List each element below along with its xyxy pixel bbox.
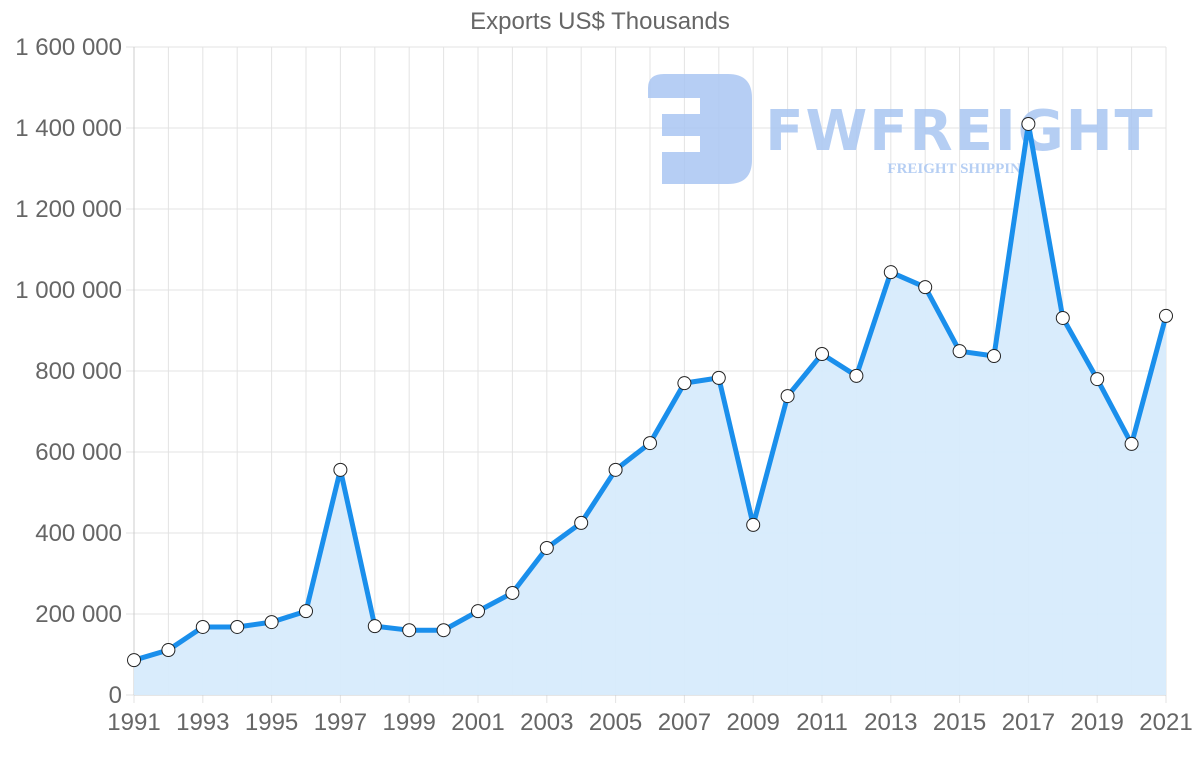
data-point-marker[interactable]	[333, 462, 348, 477]
x-tick-label: 1997	[314, 709, 367, 736]
data-point-marker[interactable]	[505, 585, 520, 600]
area-fill	[134, 124, 1166, 695]
x-tick-label: 2021	[1139, 709, 1192, 736]
data-point-marker[interactable]	[780, 389, 795, 404]
watermark-tagline: FREIGHT SHIPPING	[887, 161, 1032, 177]
x-axis-labels: 1991 1993 1995 1997 1999 2001 2003 2005 2007 2009…	[107, 709, 1192, 736]
data-point-marker[interactable]	[952, 344, 967, 359]
x-tick-label: 2011	[796, 709, 848, 736]
fw-logo-icon	[648, 74, 752, 184]
data-point-marker[interactable]	[608, 462, 623, 477]
data-point-marker[interactable]	[471, 604, 485, 619]
data-point-marker[interactable]	[677, 376, 692, 391]
y-tick-label: 1 200 000	[15, 196, 122, 223]
chart-title: Exports US$ Thousands	[470, 8, 730, 35]
y-tick-label: 1 400 000	[15, 115, 122, 142]
data-point-marker[interactable]	[849, 368, 864, 383]
data-point-marker[interactable]	[436, 623, 451, 638]
data-point-marker[interactable]	[299, 604, 313, 619]
watermark-logo: FWFREIGHT FREIGHT SHIPPING	[648, 74, 1155, 184]
y-tick-label: 1 600 000	[15, 34, 122, 61]
data-point-marker[interactable]	[127, 653, 141, 668]
data-point-marker[interactable]	[815, 346, 829, 361]
data-point-marker[interactable]	[883, 265, 898, 280]
data-point-marker[interactable]	[1124, 436, 1139, 451]
x-tick-label: 1995	[245, 709, 298, 736]
data-point-marker[interactable]	[918, 280, 933, 295]
data-point-marker[interactable]	[1090, 372, 1105, 387]
y-axis-labels: 0 200 000 400 000 600 000 800 000 1 000 000 1 …	[15, 34, 122, 709]
x-tick-label: 2017	[1002, 709, 1055, 736]
y-tick-label: 800 000	[35, 358, 122, 385]
data-points	[127, 116, 1173, 668]
x-tick-label: 1999	[383, 709, 436, 736]
x-tick-label: 1991	[107, 709, 160, 736]
watermark-brand: FWFREIGHT	[765, 99, 1155, 164]
data-point-marker[interactable]	[1055, 310, 1070, 325]
x-tick-label: 2015	[933, 709, 986, 736]
x-tick-label: 2005	[589, 709, 642, 736]
data-point-marker[interactable]	[1159, 308, 1173, 323]
y-tick-label: 1 000 000	[15, 277, 122, 304]
y-tick-label: 0	[109, 682, 122, 709]
x-tick-label: 2003	[520, 709, 573, 736]
data-point-marker[interactable]	[746, 517, 761, 532]
y-tick-label: 600 000	[35, 439, 122, 466]
y-tick-label: 200 000	[35, 601, 122, 628]
data-point-marker[interactable]	[161, 643, 176, 658]
x-tick-label: 1993	[176, 709, 229, 736]
data-point-marker[interactable]	[643, 436, 657, 451]
data-point-marker[interactable]	[367, 619, 382, 634]
data-point-marker[interactable]	[1021, 116, 1036, 131]
x-tick-label: 2019	[1071, 709, 1124, 736]
data-point-marker[interactable]	[539, 540, 554, 555]
data-point-marker[interactable]	[230, 619, 245, 634]
x-tick-label: 2013	[864, 709, 917, 736]
data-point-marker[interactable]	[402, 623, 417, 638]
x-tick-label: 2007	[658, 709, 711, 736]
data-point-marker[interactable]	[711, 370, 726, 385]
data-point-marker[interactable]	[574, 515, 589, 530]
x-tick-label: 2001	[451, 709, 504, 736]
data-point-marker[interactable]	[264, 615, 279, 630]
x-tick-label: 2009	[727, 709, 780, 736]
data-point-marker[interactable]	[195, 619, 210, 634]
y-tick-label: 400 000	[35, 520, 122, 547]
data-point-marker[interactable]	[987, 349, 1001, 364]
